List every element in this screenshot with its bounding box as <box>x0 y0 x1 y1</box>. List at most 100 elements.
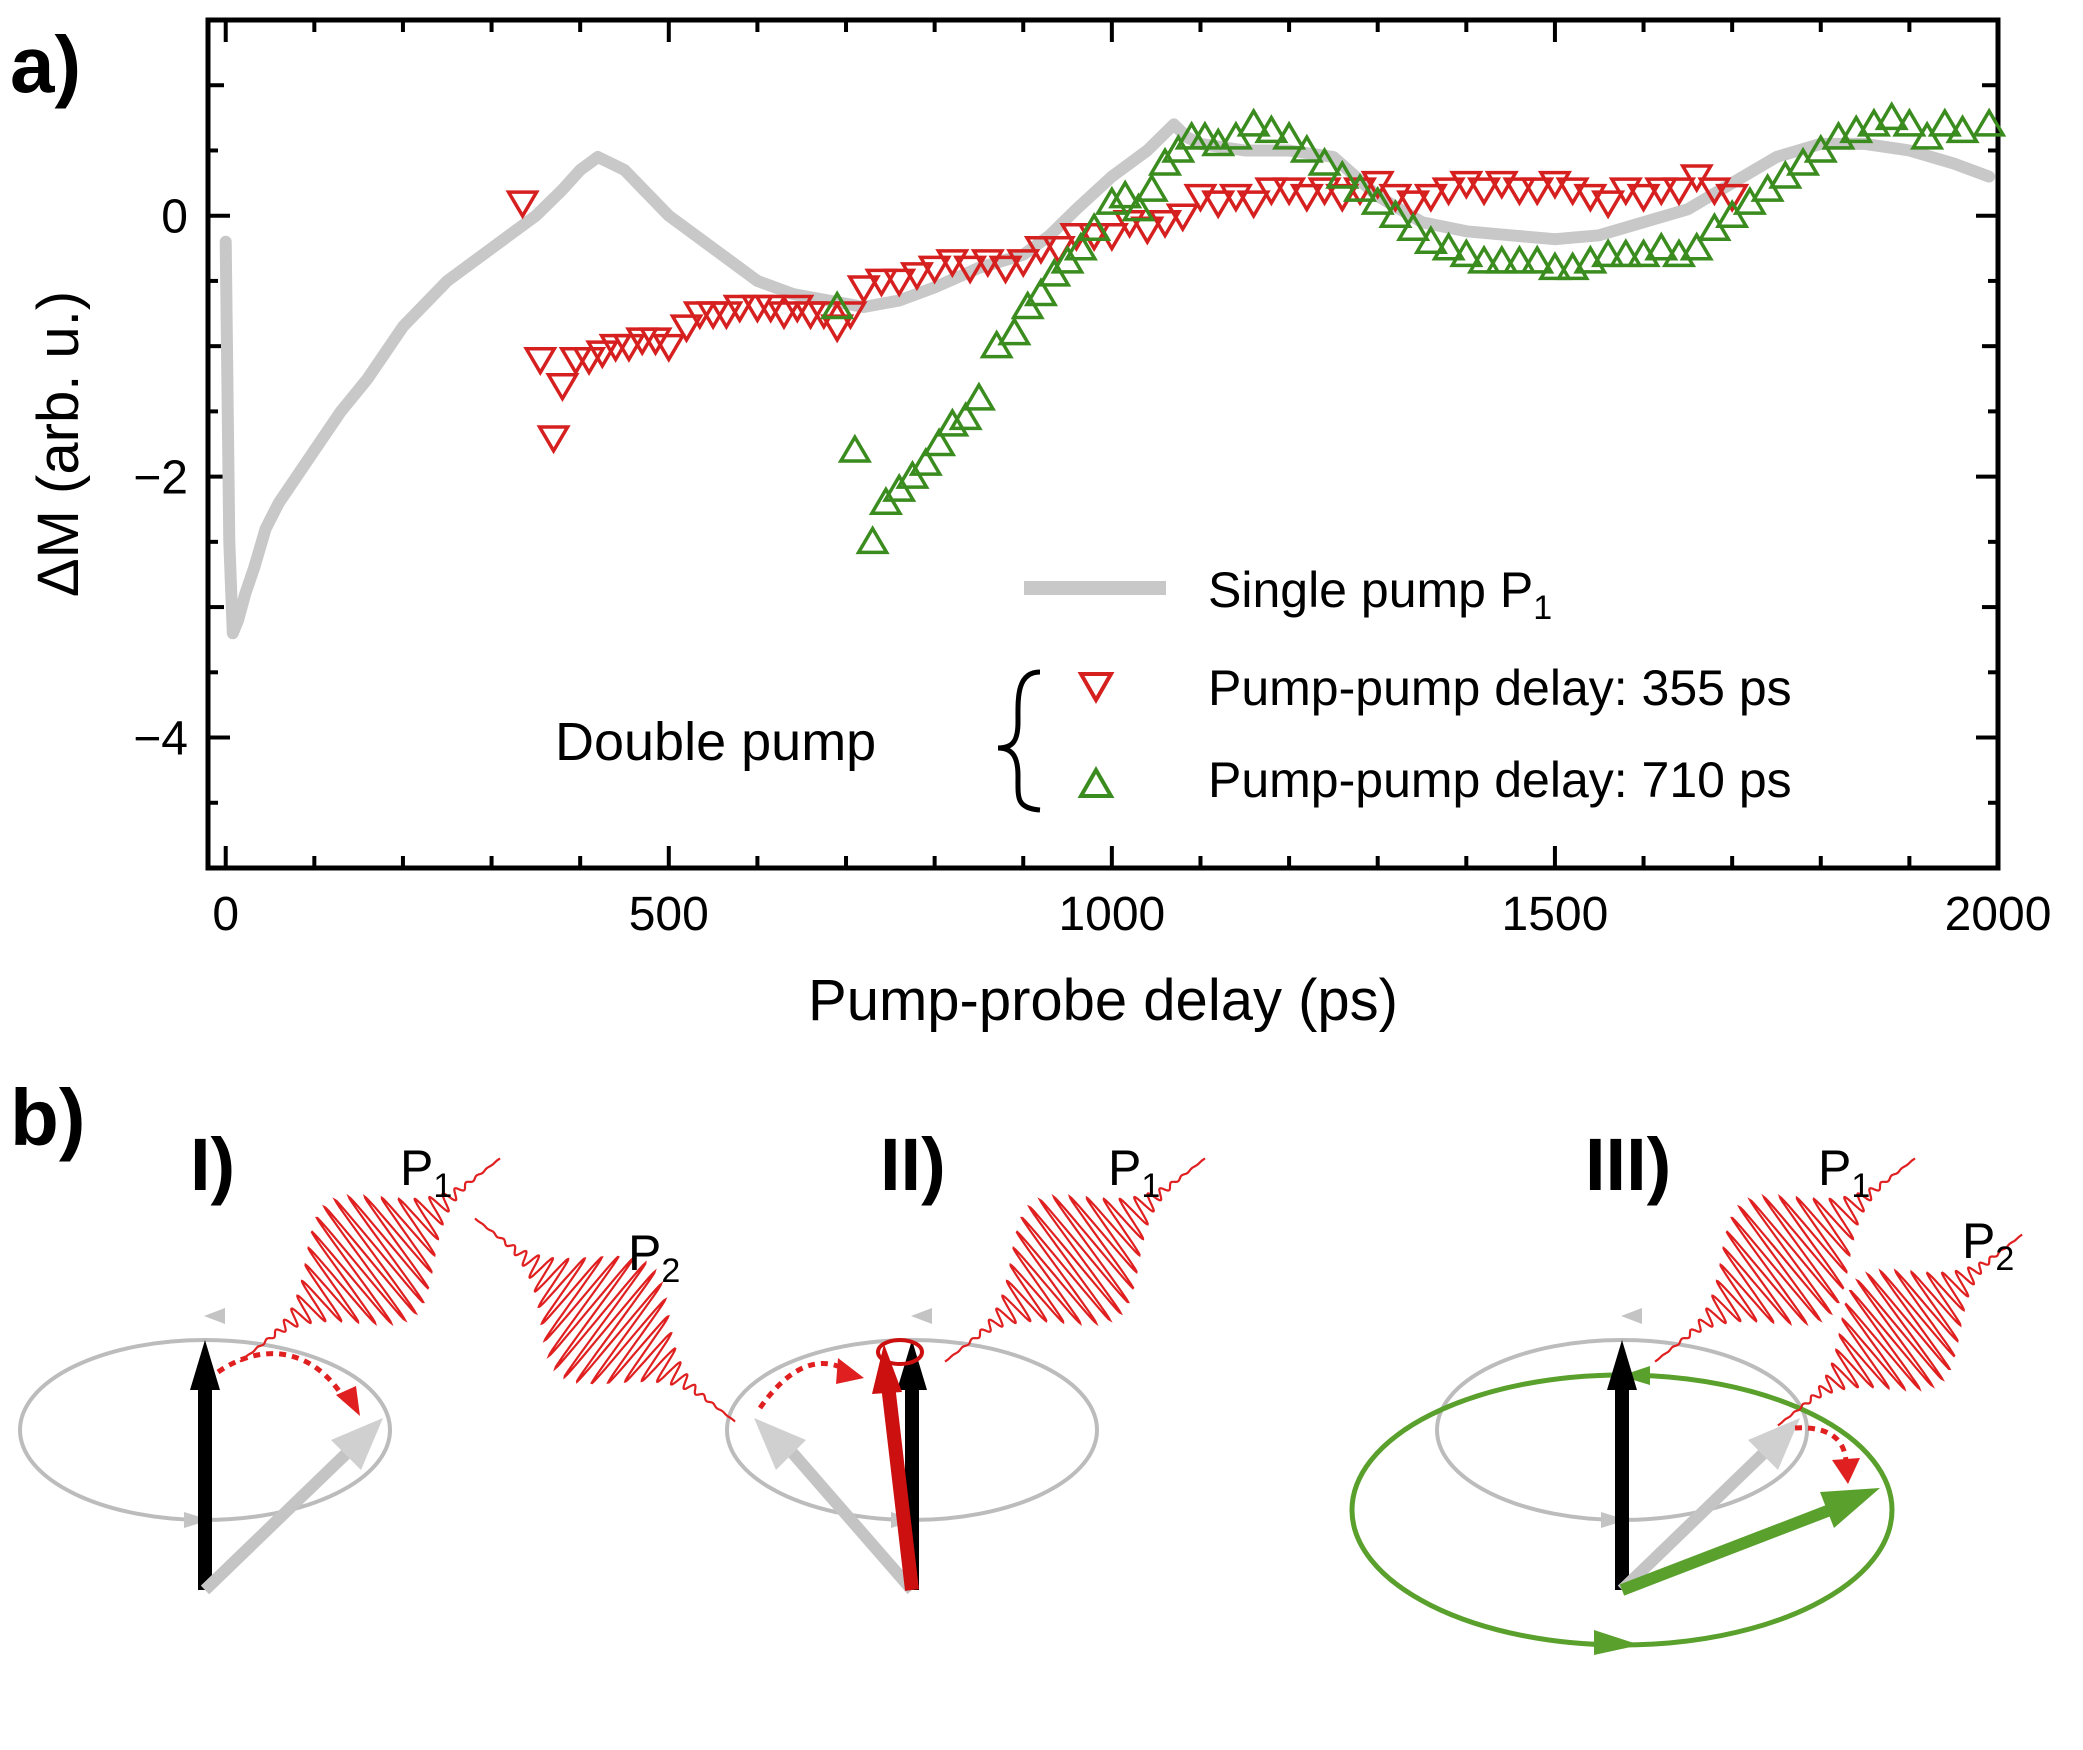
chart-panel-a: 0 500 1000 1500 2000 0 −2 −4 Pump-probe delay (… <box>26 17 2052 1033</box>
precession-arrowhead-green-icon <box>1594 1630 1640 1655</box>
point-355ps <box>545 373 580 403</box>
point-710ps <box>1591 238 1626 268</box>
point-710ps <box>1502 244 1537 274</box>
point-710ps <box>1121 192 1156 222</box>
stage-2-label: II) <box>880 1123 946 1206</box>
schematic-stage-1: I) P1 <box>18 1123 501 1595</box>
excitation-arrowhead-icon <box>336 1386 360 1416</box>
point-710ps <box>1187 120 1222 150</box>
point-710ps <box>1972 107 2007 137</box>
point-355ps <box>1591 190 1626 220</box>
magnetization-arrowhead-icon <box>897 1340 927 1390</box>
pulse-label-p1: P1 <box>1108 1140 1160 1205</box>
laser-pulse-p1-icon <box>944 1157 1206 1363</box>
point-355ps <box>882 268 917 298</box>
schematic-stage-3: III) P1 P2 <box>1349 1123 2023 1655</box>
point-710ps <box>1874 101 1909 131</box>
point-710ps <box>1608 238 1643 268</box>
point-355ps <box>571 346 607 376</box>
point-710ps <box>855 525 890 555</box>
panel-b-label: b) <box>10 1073 86 1162</box>
point-710ps <box>922 427 957 457</box>
precession-arrowhead-icon <box>1621 1308 1642 1324</box>
point-355ps <box>638 327 673 357</box>
precession-arrowhead-icon <box>204 1308 225 1324</box>
point-355ps <box>1466 177 1502 207</box>
laser-pulse-p1-icon <box>1654 1157 1916 1363</box>
legend-brace <box>997 669 1041 813</box>
excitation-path-arrow <box>216 1351 348 1402</box>
legend-label-710: Pump-pump delay: 710 ps <box>1208 752 1792 808</box>
point-355ps <box>1201 190 1236 220</box>
tilted-vector <box>200 1445 355 1595</box>
point-710ps <box>1023 277 1059 307</box>
point-355ps <box>1254 177 1289 207</box>
point-710ps <box>1892 107 1927 137</box>
point-355ps <box>709 301 744 331</box>
point-710ps <box>837 433 872 463</box>
point-710ps <box>1466 244 1502 274</box>
point-710ps <box>1927 107 1962 137</box>
double-pump-710-series <box>820 101 2007 555</box>
point-355ps <box>1502 177 1537 207</box>
point-710ps <box>1307 146 1342 176</box>
point-710ps <box>1134 172 1169 202</box>
x-tick-label: 1000 <box>1058 888 1165 941</box>
point-355ps <box>1147 209 1183 239</box>
point-710ps <box>1679 231 1714 261</box>
excitation-arrowhead-icon <box>836 1358 864 1384</box>
x-axis-label: Pump-probe delay (ps) <box>808 968 1398 1033</box>
axis-ticks: 0 500 1000 1500 2000 0 −2 −4 <box>133 18 2052 941</box>
point-710ps <box>1396 211 1431 241</box>
point-355ps <box>953 255 988 285</box>
excitation-path-arrow <box>1794 1425 1849 1463</box>
point-355ps <box>1289 183 1324 213</box>
tilted-vector <box>1617 1445 1772 1595</box>
laser-pulse-p1-icon <box>239 1157 501 1363</box>
y-axis-label: ΔM (arb. u.) <box>26 291 91 597</box>
point-355ps <box>1715 183 1750 213</box>
point-355ps <box>585 340 620 370</box>
small-precession-orbit <box>876 1338 924 1366</box>
legend-marker-green <box>1077 765 1115 798</box>
precession-arrowhead-icon <box>1601 1512 1627 1528</box>
point-355ps <box>722 294 757 324</box>
point-355ps <box>1006 249 1041 279</box>
legend-label-355: Pump-pump delay: 355 ps <box>1208 660 1792 716</box>
stage-1-label: I) <box>190 1123 235 1206</box>
x-tick-label: 2000 <box>1945 888 2052 941</box>
point-355ps <box>1431 177 1466 207</box>
schematic-stage-2: II) P2 P1 <box>474 1123 1206 1594</box>
point-355ps <box>899 262 934 292</box>
laser-pulse-p2-icon <box>474 1217 736 1423</box>
point-355ps <box>1644 177 1679 207</box>
plot-frame <box>205 17 2001 871</box>
point-355ps <box>833 301 868 331</box>
point-710ps <box>1484 244 1519 274</box>
stage-3-label: III) <box>1585 1123 1671 1206</box>
y-tick-label: 0 <box>161 191 188 244</box>
x-tick-label: 0 <box>212 888 239 941</box>
legend-marker-red <box>1077 672 1115 705</box>
point-355ps <box>1626 183 1661 213</box>
point-710ps <box>1254 114 1289 144</box>
point-710ps <box>1644 231 1679 261</box>
point-355ps <box>536 425 571 455</box>
point-355ps <box>1520 177 1555 207</box>
point-355ps <box>1023 236 1059 266</box>
laser-pulse-p2-icon <box>1777 1233 2023 1427</box>
point-355ps <box>523 346 558 376</box>
new-vector-green <box>1619 1504 1833 1596</box>
point-710ps <box>961 381 997 411</box>
point-710ps <box>1537 251 1572 281</box>
point-355ps <box>780 294 815 324</box>
point-355ps <box>753 294 788 324</box>
point-710ps <box>1289 133 1324 163</box>
legend-group-label: Double pump <box>555 712 876 772</box>
point-355ps <box>505 190 540 220</box>
precession-arrowhead-icon <box>184 1512 210 1528</box>
point-355ps <box>669 314 704 344</box>
point-710ps <box>1378 198 1413 228</box>
legend-label-single-pump: Single pump P1 <box>1208 562 1552 627</box>
point-710ps <box>1945 114 1980 144</box>
